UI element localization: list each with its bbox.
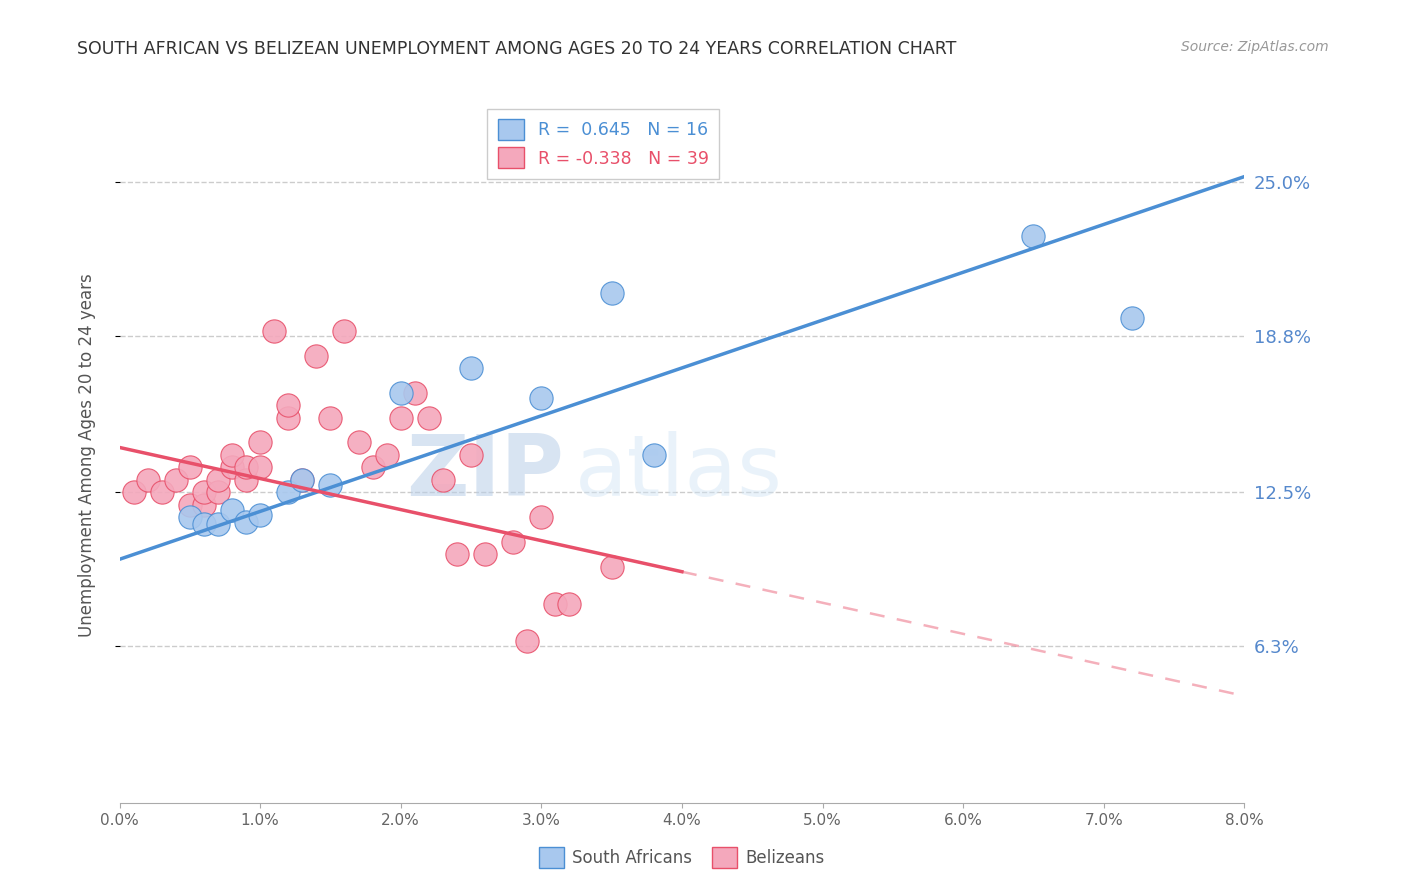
Point — [179, 510, 201, 524]
Point — [207, 517, 229, 532]
Point — [319, 410, 342, 425]
Point — [544, 597, 567, 611]
Point — [165, 473, 187, 487]
Point — [361, 460, 384, 475]
Point — [460, 361, 482, 376]
Text: ZIP: ZIP — [406, 431, 564, 514]
Point — [235, 515, 257, 529]
Point — [375, 448, 398, 462]
Point — [1121, 311, 1143, 326]
Point — [404, 385, 426, 400]
Point — [1022, 229, 1045, 244]
Point — [389, 410, 412, 425]
Point — [277, 485, 299, 500]
Point — [221, 502, 243, 516]
Point — [277, 398, 299, 412]
Point — [319, 477, 342, 491]
Point — [249, 460, 271, 475]
Point — [530, 510, 553, 524]
Point — [249, 508, 271, 522]
Point — [263, 324, 285, 338]
Point — [291, 473, 314, 487]
Point — [193, 498, 215, 512]
Legend: South Africans, Belizeans: South Africans, Belizeans — [533, 841, 831, 874]
Point — [530, 391, 553, 405]
Point — [474, 547, 496, 561]
Point — [600, 286, 623, 301]
Point — [249, 435, 271, 450]
Text: Source: ZipAtlas.com: Source: ZipAtlas.com — [1181, 40, 1329, 54]
Point — [122, 485, 145, 500]
Point — [389, 385, 412, 400]
Point — [333, 324, 356, 338]
Point — [418, 410, 440, 425]
Point — [347, 435, 370, 450]
Point — [221, 448, 243, 462]
Point — [207, 485, 229, 500]
Point — [207, 473, 229, 487]
Point — [460, 448, 482, 462]
Point — [277, 410, 299, 425]
Point — [179, 498, 201, 512]
Point — [305, 349, 328, 363]
Point — [600, 559, 623, 574]
Point — [193, 517, 215, 532]
Point — [446, 547, 468, 561]
Point — [235, 460, 257, 475]
Point — [235, 473, 257, 487]
Point — [150, 485, 173, 500]
Point — [193, 485, 215, 500]
Point — [558, 597, 581, 611]
Point — [516, 634, 538, 648]
Point — [136, 473, 159, 487]
Point — [291, 473, 314, 487]
Point — [179, 460, 201, 475]
Text: atlas: atlas — [575, 431, 783, 514]
Text: SOUTH AFRICAN VS BELIZEAN UNEMPLOYMENT AMONG AGES 20 TO 24 YEARS CORRELATION CHA: SOUTH AFRICAN VS BELIZEAN UNEMPLOYMENT A… — [77, 40, 956, 58]
Point — [432, 473, 454, 487]
Point — [502, 535, 524, 549]
Y-axis label: Unemployment Among Ages 20 to 24 years: Unemployment Among Ages 20 to 24 years — [77, 273, 96, 637]
Point — [221, 460, 243, 475]
Point — [643, 448, 665, 462]
